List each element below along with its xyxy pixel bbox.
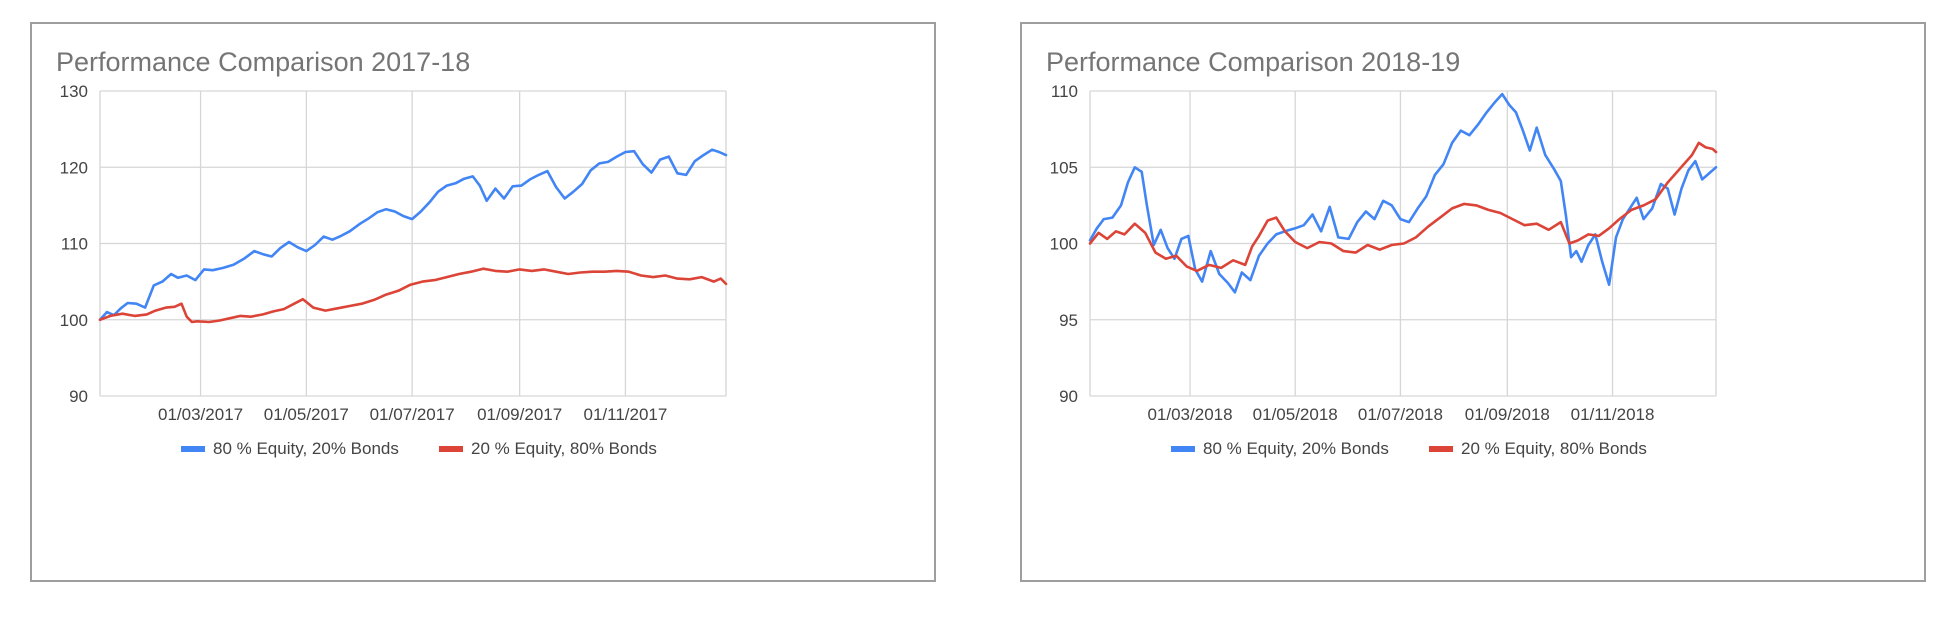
- series-line-equity-20: [98, 267, 728, 324]
- y-tick-label: 110: [61, 235, 88, 254]
- y-tick-label: 100: [60, 311, 88, 330]
- y-tick-label: 100: [1050, 235, 1078, 254]
- chart-panel-2017-18: Performance Comparison 2017-18 130 120 110…: [30, 22, 936, 582]
- legend-swatch: [1429, 446, 1453, 452]
- x-tick-label: 01/05/2017: [264, 405, 349, 424]
- series-line-equity-80: [98, 148, 728, 322]
- legend-swatch: [1171, 446, 1195, 452]
- legend-label: 20 % Equity, 80% Bonds: [1461, 439, 1647, 458]
- x-tick-label: 01/11/2017: [584, 405, 668, 424]
- y-tick-label: 95: [1059, 311, 1078, 330]
- x-tick-label: 01/11/2018: [1571, 405, 1655, 424]
- y-tick-label: 110: [1051, 82, 1078, 101]
- x-tick-label: 01/03/2017: [158, 405, 243, 424]
- series-line-equity-20: [1088, 141, 1718, 273]
- chart-svg-2017-18: Performance Comparison 2017-18 130 120 110…: [56, 47, 728, 458]
- y-tick-label: 90: [69, 387, 88, 406]
- chart-panel-2018-19: Performance Comparison 2018-19 110 105 100…: [1020, 22, 1926, 582]
- x-tick-label: 01/09/2017: [477, 405, 562, 424]
- legend-label: 20 % Equity, 80% Bonds: [471, 439, 657, 458]
- legend-label: 80 % Equity, 20% Bonds: [1203, 439, 1389, 458]
- chart-title: Performance Comparison 2017-18: [56, 47, 470, 77]
- x-tick-label: 01/05/2018: [1253, 405, 1338, 424]
- legend-label: 80 % Equity, 20% Bonds: [213, 439, 399, 458]
- x-tick-label: 01/07/2018: [1358, 405, 1443, 424]
- y-tick-label: 120: [60, 158, 88, 177]
- chart-title: Performance Comparison 2018-19: [1046, 47, 1460, 77]
- legend-swatch: [439, 446, 463, 452]
- y-tick-label: 130: [60, 82, 88, 101]
- legend-swatch: [181, 446, 205, 452]
- y-tick-label: 105: [1050, 158, 1078, 177]
- series-line-equity-80: [1088, 92, 1718, 294]
- chart-svg-2018-19: Performance Comparison 2018-19 110 105 100…: [1046, 47, 1718, 458]
- y-tick-label: 90: [1059, 387, 1078, 406]
- x-tick-label: 01/09/2018: [1465, 405, 1550, 424]
- x-tick-label: 01/07/2017: [370, 405, 455, 424]
- x-tick-label: 01/03/2018: [1147, 405, 1232, 424]
